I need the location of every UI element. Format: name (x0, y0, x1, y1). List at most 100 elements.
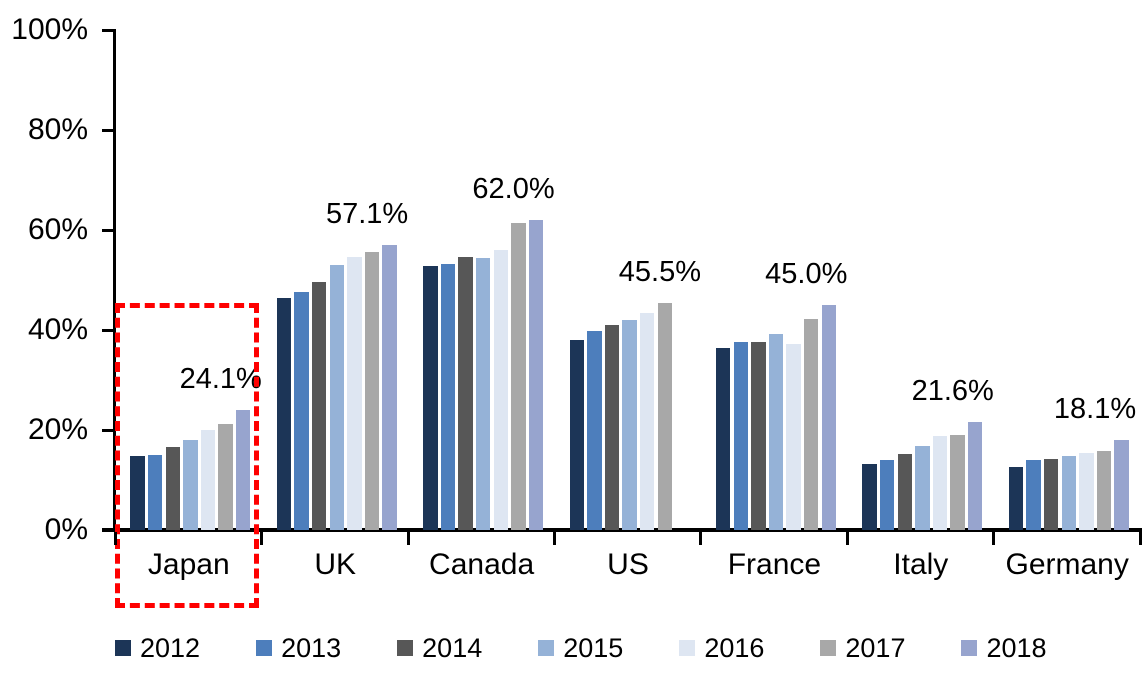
legend-swatch-2014 (397, 640, 414, 656)
legend-label-2016: 2016 (704, 633, 765, 663)
bar-germany-2012 (1008, 467, 1024, 530)
bar-france-2015 (768, 333, 784, 530)
bar-us-2016 (639, 312, 655, 530)
x-axis-line (102, 528, 1142, 532)
y-tick-label-40: 40% (27, 313, 88, 346)
x-tick-mark-2 (406, 532, 410, 545)
legend-label-2015: 2015 (563, 633, 624, 663)
bar-us-2017 (657, 302, 672, 530)
x-tick-mark-5 (845, 532, 849, 545)
bar-us-2012 (569, 339, 584, 530)
bar-germany-2014 (1043, 458, 1059, 530)
bar-japan-2016 (200, 430, 216, 530)
bar-uk-2014 (311, 281, 327, 530)
legend-swatch-2018 (961, 640, 978, 656)
bar-canada-2012 (423, 265, 438, 530)
legend-label-2014: 2014 (422, 633, 483, 663)
bar-france-2014 (751, 341, 766, 530)
bar-canada-2015 (475, 257, 491, 530)
data-label-uk: 57.1% (325, 197, 409, 230)
bar-italy-2014 (897, 454, 912, 530)
x-label-uk: UK (314, 548, 357, 581)
y-tick-mark-80 (102, 128, 115, 132)
highlight-box-japan (115, 303, 259, 608)
legend-swatch-2013 (256, 640, 273, 656)
bar-germany-2016 (1079, 453, 1094, 530)
legend: 2012 2013 2014 2015 2016 2017 2018 (115, 631, 1047, 665)
data-label-italy: 21.6% (911, 375, 994, 407)
legend-label-2017: 2017 (845, 633, 906, 663)
bar-italy-2013 (879, 460, 895, 530)
data-label-france: 45.0% (765, 258, 848, 290)
bar-us-2014 (604, 324, 620, 530)
bar-france-2012 (715, 347, 731, 530)
bar-canada-2018 (528, 220, 544, 530)
y-tick-label-100: 100% (11, 13, 88, 46)
bar-uk-2013 (294, 291, 309, 530)
bar-japan-2012 (130, 456, 145, 530)
bar-germany-2017 (1096, 450, 1112, 530)
legend-item-2016: 2016 (679, 633, 764, 663)
bar-france-2013 (733, 341, 748, 530)
bar-uk-2017 (364, 251, 380, 530)
bar-canada-2017 (511, 222, 526, 530)
bar-canada-2016 (493, 249, 508, 530)
data-label-canada: 62.0% (472, 173, 555, 205)
legend-label-2013: 2013 (281, 633, 342, 663)
bar-italy-2017 (950, 434, 965, 530)
x-label-japan: Japan (147, 548, 230, 581)
bar-canada-2013 (440, 263, 456, 530)
bar-japan-2013 (147, 454, 163, 530)
bar-japan-2017 (218, 424, 233, 530)
bar-japan-2018 (235, 409, 251, 530)
legend-item-2015: 2015 (538, 633, 623, 663)
legend-swatch-2016 (679, 640, 696, 656)
legend-swatch-2015 (538, 640, 555, 656)
bar-italy-2015 (915, 446, 930, 530)
y-tick-mark-40 (102, 328, 115, 332)
legend-item-2014: 2014 (397, 633, 482, 663)
bar-germany-2013 (1026, 460, 1041, 530)
x-tick-mark-1 (260, 532, 264, 545)
x-tick-mark-0 (113, 532, 117, 545)
x-tick-mark-4 (699, 532, 703, 545)
x-tick-mark-3 (553, 532, 556, 545)
legend-swatch-2012 (115, 640, 131, 656)
legend-label-2018: 2018 (986, 633, 1047, 663)
x-tick-mark-6 (992, 532, 996, 545)
x-label-france: France (727, 548, 822, 581)
bar-italy-2016 (932, 435, 948, 530)
bar-germany-2018 (1114, 439, 1129, 530)
bar-japan-2015 (183, 440, 198, 530)
legend-item-2012: 2012 (115, 633, 200, 663)
bar-uk-2016 (347, 257, 362, 530)
bar-uk-2012 (276, 298, 292, 530)
y-tick-label-0: 0% (44, 513, 88, 546)
x-label-germany: Germany (1005, 548, 1129, 581)
y-tick-mark-20 (102, 428, 115, 432)
data-label-us: 45.5% (618, 255, 702, 288)
x-label-canada: Canada (429, 548, 535, 581)
legend-item-2018: 2018 (961, 633, 1047, 663)
bar-france-2017 (803, 319, 819, 530)
legend-swatch-2017 (820, 640, 837, 656)
legend-item-2017: 2017 (820, 633, 905, 663)
legend-label-2012: 2012 (140, 633, 201, 663)
bar-japan-2014 (165, 447, 180, 530)
bar-canada-2014 (458, 256, 473, 530)
x-label-us: US (607, 548, 649, 581)
y-tick-label-80: 80% (27, 113, 88, 146)
bar-italy-2018 (967, 422, 983, 530)
bar-uk-2015 (329, 264, 344, 530)
legend-item-2013: 2013 (256, 633, 341, 663)
bar-france-2016 (786, 343, 801, 530)
y-tick-label-20: 20% (27, 413, 88, 446)
y-tick-mark-60 (102, 228, 115, 232)
y-tick-label-60: 60% (27, 213, 88, 246)
bar-france-2018 (821, 305, 836, 530)
bar-italy-2012 (862, 463, 877, 530)
x-label-italy: Italy (893, 548, 949, 581)
y-tick-mark-100 (102, 28, 115, 32)
bar-us-2015 (622, 319, 637, 530)
